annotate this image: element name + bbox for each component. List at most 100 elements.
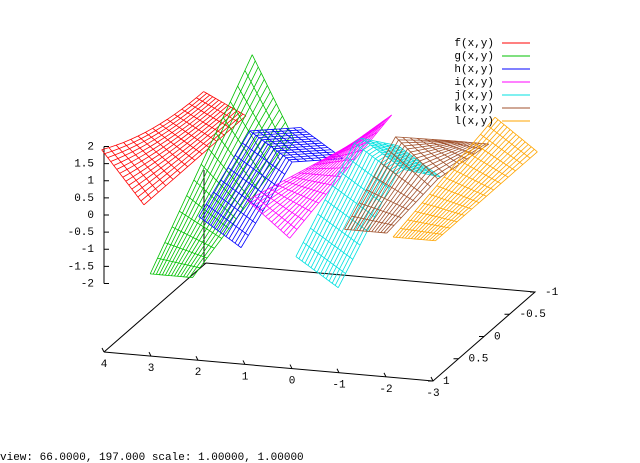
x-tick xyxy=(101,347,105,353)
surface-mesh-line xyxy=(174,114,218,142)
surface-mesh-line xyxy=(198,216,242,248)
surface-mesh-line xyxy=(249,130,293,163)
surface-mesh-line xyxy=(193,179,237,220)
z-tick-label: 2 xyxy=(87,141,94,153)
surface-mesh-line xyxy=(186,195,230,230)
surface-mesh-line xyxy=(278,128,322,161)
surface-mesh-line xyxy=(276,184,319,204)
surface-mesh-line xyxy=(402,137,446,175)
surface-mesh-line xyxy=(208,148,252,200)
surface-mesh-line xyxy=(317,213,361,246)
surface-mesh-line xyxy=(383,142,426,175)
surface-mesh-line xyxy=(366,189,409,211)
x-tick-label: 3 xyxy=(148,363,155,375)
surface-mesh-line xyxy=(295,256,339,289)
z-tick-label: -0.5 xyxy=(68,227,94,239)
legend-label: i(x,y) xyxy=(454,77,494,89)
surface-mesh-line xyxy=(353,142,397,175)
surface-mesh-line xyxy=(298,172,341,177)
surface-mesh-line xyxy=(324,199,368,232)
surface-mesh-line xyxy=(261,192,305,221)
surface-mesh-line xyxy=(101,149,145,206)
surface-mesh-line xyxy=(375,140,419,173)
surface-mesh-line xyxy=(320,149,363,162)
surface-mesh-line xyxy=(487,125,531,159)
surface-mesh-line xyxy=(312,158,356,166)
surface-mesh-line xyxy=(422,202,465,216)
y-tick-label: -1 xyxy=(545,287,559,299)
surface-mesh-line xyxy=(341,123,385,150)
surface-mesh-line xyxy=(373,176,417,203)
x-tick-label: 2 xyxy=(195,367,202,379)
surface-mesh-line xyxy=(409,137,453,170)
surface-mesh-line xyxy=(152,128,196,161)
legend-label: k(x,y) xyxy=(454,103,494,115)
surface-mesh-line xyxy=(222,117,266,181)
surface-mesh-line xyxy=(494,116,538,153)
y-tick-label: 0 xyxy=(494,331,501,343)
surface-mesh-line xyxy=(145,132,188,167)
surface xyxy=(101,91,247,206)
surface-mesh-line xyxy=(242,142,286,175)
z-tick-label: -1 xyxy=(81,244,95,256)
surface xyxy=(344,136,490,234)
surface-mesh-line xyxy=(200,164,244,210)
surface-mesh-line xyxy=(293,127,337,160)
surface-mesh-line xyxy=(387,149,431,188)
surface-mesh-line xyxy=(443,176,487,197)
surface-mesh-line xyxy=(380,162,424,195)
legend-label: j(x,y) xyxy=(454,90,494,102)
surface-mesh-line xyxy=(171,226,215,249)
surface xyxy=(149,54,295,279)
surface-mesh-line xyxy=(465,151,509,178)
status-line: view: 66.0000, 197.000 scale: 1.00000, 1… xyxy=(0,452,304,463)
surface-mesh-line xyxy=(264,129,307,162)
surface-mesh-line xyxy=(358,202,402,218)
z-tick-label: 1 xyxy=(87,176,94,188)
surface-mesh-line xyxy=(244,70,288,151)
surface-mesh-line xyxy=(157,257,200,269)
x-tick-label: 4 xyxy=(101,359,108,371)
legend-label: g(x,y) xyxy=(454,51,494,63)
surface-mesh-line xyxy=(234,155,278,187)
surface-mesh-line xyxy=(472,142,516,172)
x-tick xyxy=(430,376,434,382)
x-tick-label: -3 xyxy=(426,388,439,400)
surface-mesh-line xyxy=(203,91,247,117)
surface-mesh-line xyxy=(205,203,249,236)
surface-mesh-line xyxy=(407,219,450,229)
x-tick xyxy=(383,372,387,378)
surface-mesh-line xyxy=(451,168,494,191)
surface-mesh-line xyxy=(332,185,375,218)
z-tick-label: 0.5 xyxy=(74,193,94,205)
legend-label: h(x,y) xyxy=(454,64,494,76)
surface-mesh-line xyxy=(290,176,334,186)
surface-mesh-line xyxy=(327,141,370,158)
surface-mesh-line xyxy=(344,228,387,234)
surface-mesh-line xyxy=(247,199,290,239)
surface-mesh-line xyxy=(251,54,295,141)
z-tick-label: 0 xyxy=(87,210,94,222)
z-tick-label: -1.5 xyxy=(68,261,94,273)
surface-mesh-line xyxy=(140,113,244,202)
surface-mesh-line xyxy=(254,196,298,230)
surface-mesh-line xyxy=(271,129,315,161)
y-tick-label: 1 xyxy=(443,376,450,388)
x-tick-label: -1 xyxy=(332,380,346,392)
surface-mesh-line xyxy=(393,236,436,242)
surface-mesh-line xyxy=(196,97,239,123)
surface-mesh-line xyxy=(179,210,222,239)
surface-mesh-line xyxy=(164,242,208,259)
x-tick-label: -2 xyxy=(379,384,392,396)
surface-mesh-line xyxy=(166,119,210,148)
surface-mesh-line xyxy=(458,159,502,184)
x-tick xyxy=(289,364,293,369)
surface-mesh-line xyxy=(256,130,300,162)
surface-mesh-line xyxy=(429,193,472,210)
surface-mesh-line xyxy=(361,137,405,170)
surface-mesh-line xyxy=(108,147,152,199)
surface-mesh-line xyxy=(213,191,256,224)
z-tick-label: -2 xyxy=(81,278,94,290)
y-tick-label: 0.5 xyxy=(469,354,489,366)
x-tick-label: 0 xyxy=(289,375,296,387)
